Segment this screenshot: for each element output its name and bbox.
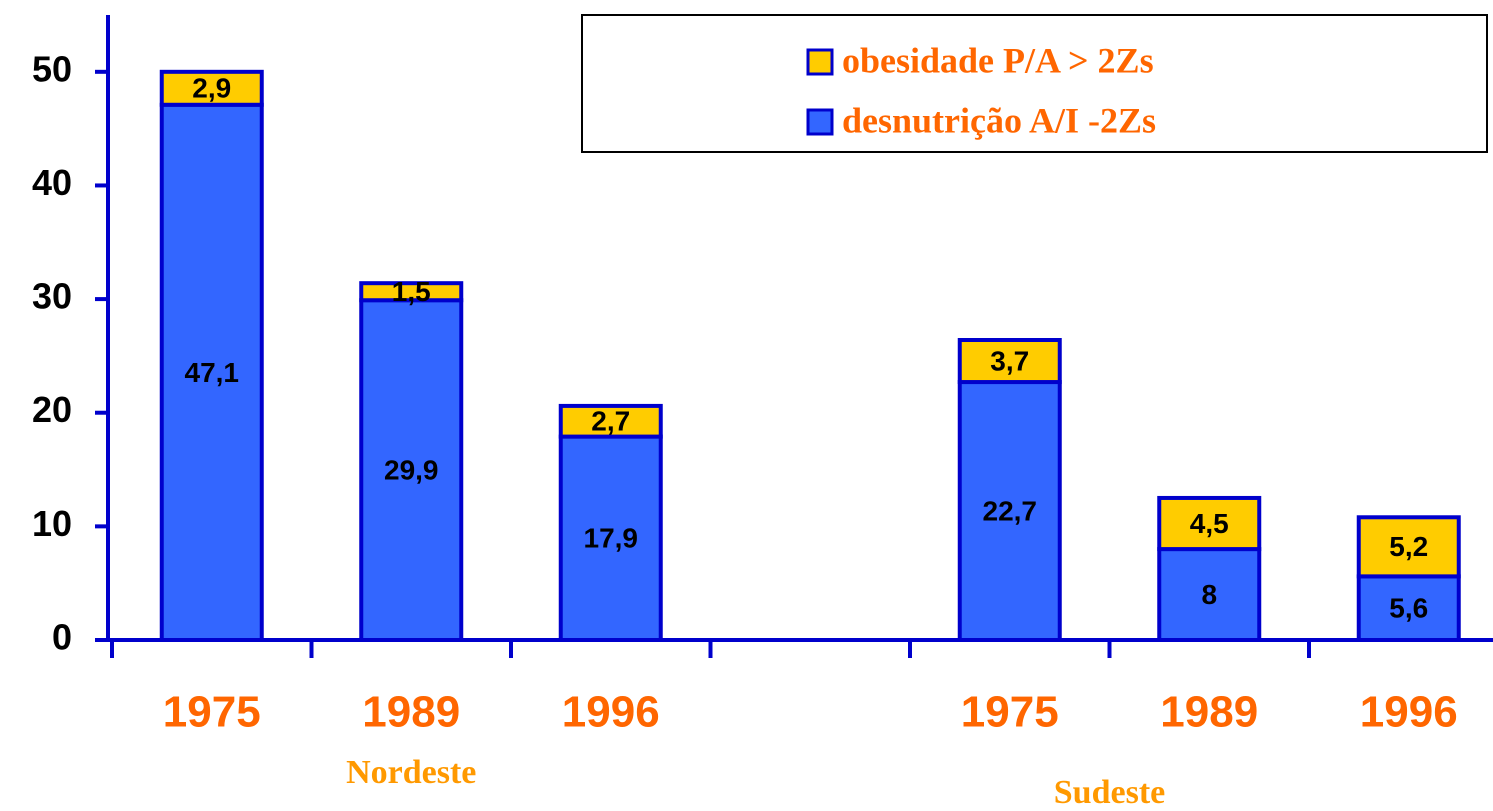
legend-swatch [806,108,834,136]
x-tick-label: 1989 [1160,688,1258,737]
value-label: 2,7 [591,406,630,437]
bar-segment [957,380,1062,642]
value-label: 5,6 [1389,593,1428,624]
y-tick-label: 0 [52,617,72,658]
y-tick-label: 10 [32,503,72,544]
bar-segment [1356,574,1461,643]
value-label: 2,9 [192,73,231,104]
bar-segment [159,102,264,643]
x-tick-label: 1989 [362,688,460,737]
x-tick-label: 1975 [961,688,1059,737]
value-label: 29,9 [384,455,439,486]
value-label: 1,5 [392,276,431,307]
value-label: 47,1 [185,357,240,388]
y-tick-label: 30 [32,276,72,317]
value-label: 22,7 [983,495,1038,526]
y-tick-label: 40 [32,162,72,203]
value-label: 17,9 [584,523,639,554]
legend-box [581,14,1488,153]
value-label: 8 [1201,579,1217,610]
bar-segment [558,403,663,439]
value-label: 3,7 [990,345,1029,376]
bar-segment [359,298,464,642]
bar-segment [1157,495,1262,552]
legend-swatch [806,48,834,76]
x-tick-label: 1996 [562,688,660,737]
group-label: Nordeste [346,754,476,791]
value-label: 5,2 [1389,531,1428,562]
bar-segment [159,69,264,107]
x-tick-label: 1975 [163,688,261,737]
y-tick-label: 50 [32,48,72,89]
value-label: 4,5 [1190,508,1229,539]
bar-segment [1356,515,1461,579]
group-label: Sudeste [1054,774,1165,811]
x-tick-label: 1996 [1360,688,1458,737]
legend-label: desnutrição A/I -2Zs [842,100,1156,140]
bar-segment [359,281,464,303]
bar-segment [957,338,1062,385]
y-tick-label: 20 [32,389,72,430]
legend-label: obesidade P/A > 2Zs [842,40,1154,80]
